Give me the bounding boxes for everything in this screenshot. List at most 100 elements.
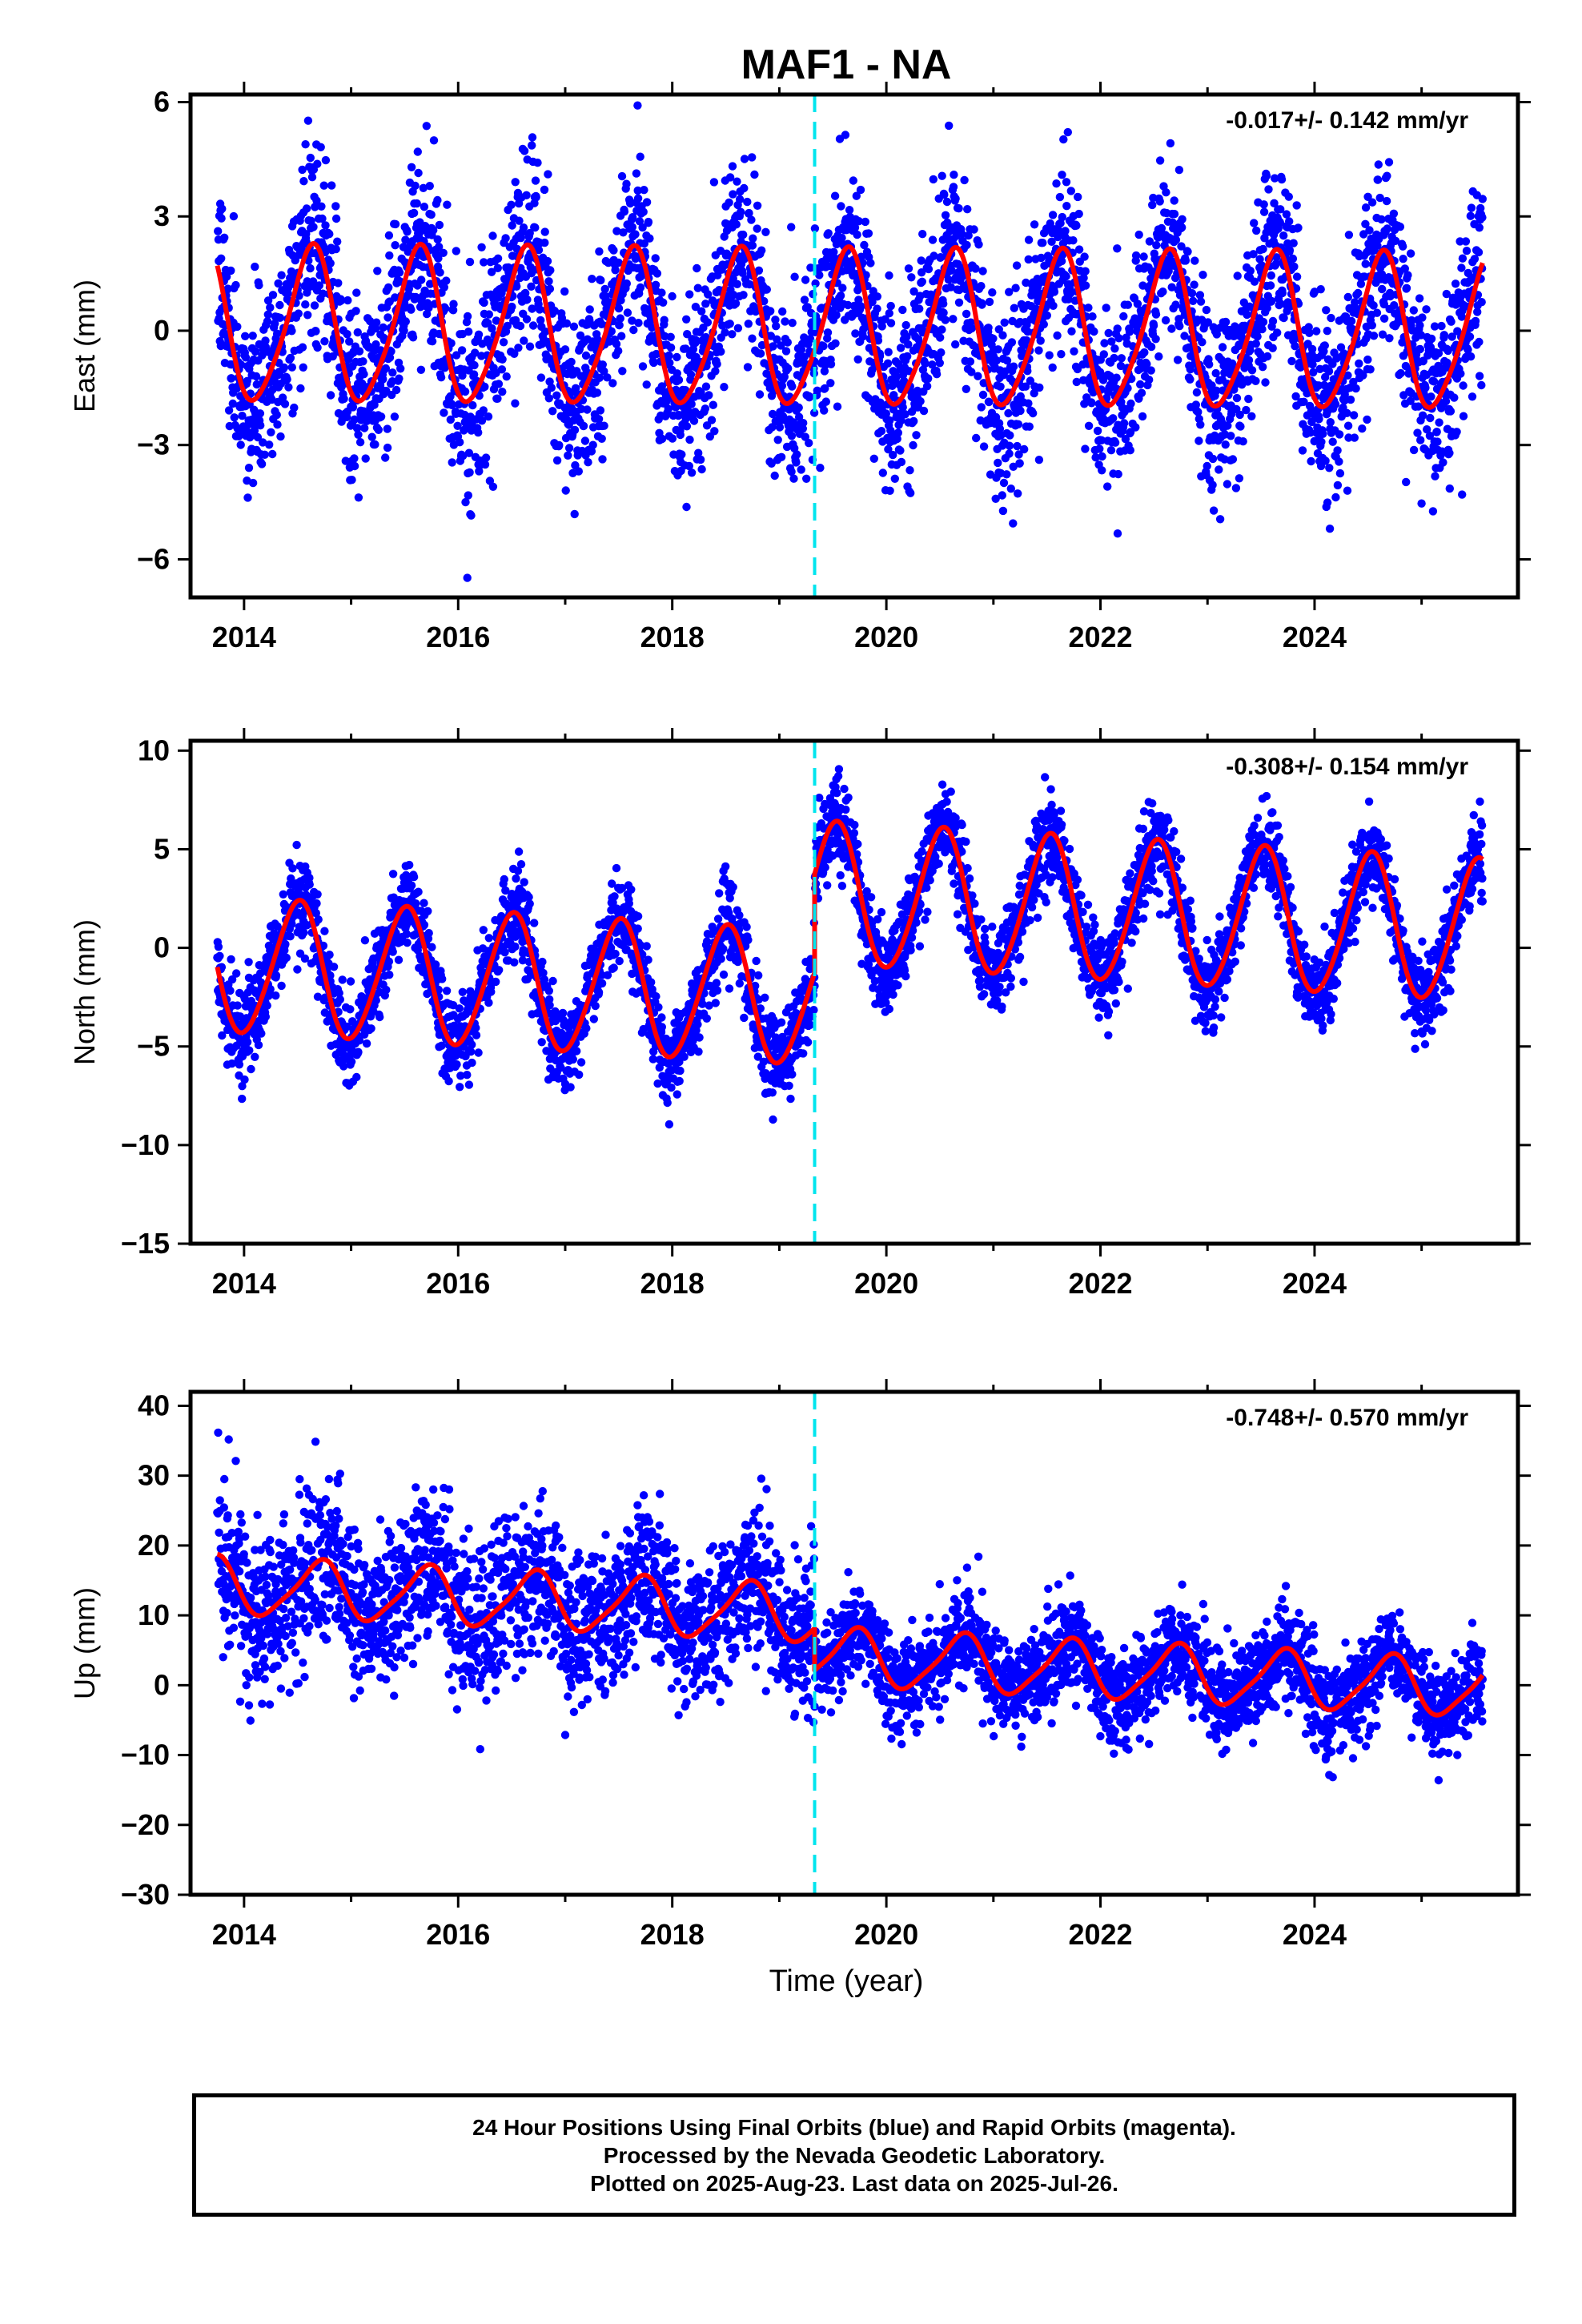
east-plot-frame: [188, 92, 1520, 600]
east-data-point: [507, 200, 516, 209]
east-data-point: [677, 450, 686, 459]
east-data-point: [355, 347, 364, 356]
east-data-point: [1361, 259, 1370, 268]
east-data-point: [469, 370, 479, 379]
east-data-point: [800, 296, 809, 304]
east-data-point: [255, 409, 265, 418]
east-data-point: [594, 415, 604, 424]
east-data-point: [268, 291, 278, 300]
east-data-point: [1100, 339, 1109, 348]
east-x-tick-label: 2014: [212, 621, 276, 653]
east-data-point: [622, 279, 631, 288]
east-data-point: [313, 159, 322, 168]
east-data-point: [1170, 196, 1178, 205]
east-data-point: [464, 491, 472, 500]
east-data-point: [611, 266, 620, 275]
east-data-point: [1035, 383, 1044, 392]
east-data-point: [585, 305, 594, 314]
east-data-point: [1099, 350, 1109, 359]
east-data-point: [896, 344, 905, 352]
east-data-point: [945, 121, 954, 131]
east-data-point: [638, 362, 648, 371]
east-data-point: [492, 316, 501, 325]
east-data-point: [904, 264, 913, 273]
east-data-point: [1264, 185, 1273, 194]
east-data-point: [543, 256, 552, 266]
east-data-point: [753, 224, 761, 233]
east-data-point: [260, 450, 269, 459]
east-data-point: [1236, 422, 1245, 431]
east-data-point: [400, 326, 408, 336]
east-data-point: [263, 310, 272, 319]
east-data-point: [488, 482, 498, 491]
east-data-point: [849, 176, 858, 185]
east-data-point: [985, 397, 994, 407]
east-data-point: [1365, 226, 1374, 235]
east-data-point: [1305, 328, 1314, 337]
east-data-point: [1262, 171, 1271, 180]
east-data-point: [622, 179, 631, 188]
east-data-point: [583, 405, 592, 414]
north-data-point: [456, 1083, 464, 1092]
east-data-point: [1042, 311, 1052, 320]
east-data-point: [391, 241, 400, 250]
east-data-point: [664, 404, 673, 413]
east-data-point: [433, 235, 442, 244]
east-data-point: [464, 328, 473, 336]
east-data-point: [422, 122, 431, 131]
east-data-point: [350, 461, 359, 471]
east-data-point: [1285, 246, 1295, 255]
east-data-point: [1113, 244, 1122, 253]
east-data-point: [470, 360, 479, 370]
east-data-point: [685, 461, 693, 471]
east-data-point: [443, 200, 452, 209]
east-data-point: [464, 448, 474, 457]
east-data-point: [298, 165, 307, 175]
east-data-point: [407, 163, 416, 171]
north-data-point: [346, 977, 355, 986]
east-data-point: [1451, 279, 1460, 288]
east-data-point: [628, 213, 637, 222]
east-data-point: [248, 478, 258, 488]
east-data-point: [854, 296, 863, 304]
east-data-point: [1385, 334, 1394, 343]
east-data-point: [1346, 395, 1355, 404]
east-data-point: [869, 454, 879, 463]
east-data-point: [442, 276, 451, 285]
east-data-point: [1312, 327, 1321, 336]
east-data-point: [1009, 362, 1018, 371]
east-data-point: [640, 239, 648, 248]
east-data-point: [897, 416, 905, 425]
east-data-point: [998, 491, 1007, 500]
east-data-point: [783, 338, 792, 347]
east-data-point: [1437, 321, 1446, 331]
east-data-point: [928, 235, 938, 244]
east-data-point: [1148, 200, 1157, 210]
east-data-point: [1471, 316, 1480, 326]
east-data-point: [414, 168, 423, 178]
east-data-point: [480, 382, 489, 392]
east-data-point: [687, 468, 697, 477]
east-data-point: [659, 298, 668, 307]
east-data-point: [1014, 450, 1023, 459]
east-data-point: [1116, 361, 1126, 371]
north-data-point: [420, 899, 428, 907]
east-data-point: [918, 230, 927, 239]
east-data-point: [588, 440, 597, 449]
east-data-point: [465, 468, 474, 477]
east-y-tick-label: −3: [137, 428, 170, 461]
east-data-point: [850, 223, 860, 232]
east-data-point: [1009, 462, 1018, 471]
east-data-point: [984, 324, 993, 332]
north-data-point: [388, 870, 398, 879]
east-data-point: [747, 215, 756, 224]
east-data-point: [832, 311, 841, 320]
east-data-point: [889, 391, 898, 400]
east-data-point: [748, 334, 757, 343]
east-data-point: [334, 279, 343, 287]
east-data-point: [381, 453, 390, 462]
east-data-point: [1477, 380, 1486, 390]
east-data-point: [744, 320, 753, 328]
east-data-point: [1279, 231, 1288, 240]
east-data-point: [223, 284, 232, 293]
